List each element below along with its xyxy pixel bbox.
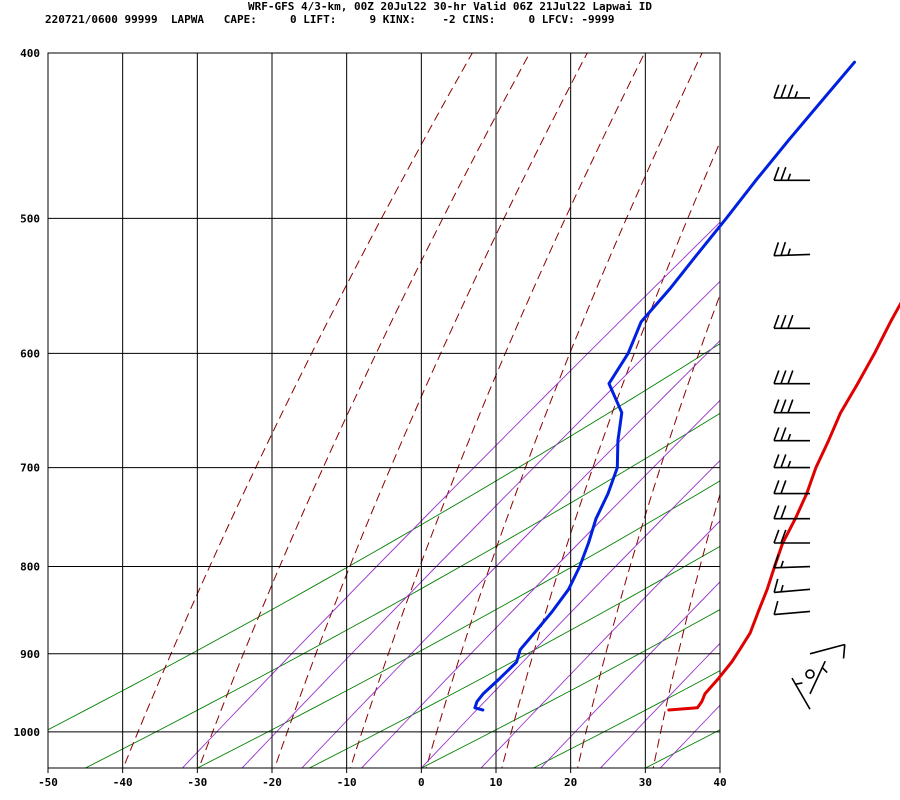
dry-adiabat xyxy=(274,53,588,768)
temp-tick-label: 30 xyxy=(639,776,652,789)
dry-adiabat xyxy=(501,140,720,768)
wind-barb xyxy=(773,370,810,385)
moist-adiabat xyxy=(361,399,720,768)
temp-tick-label: 40 xyxy=(713,776,726,789)
pressure-tick-label: 700 xyxy=(20,462,40,475)
plot-frame xyxy=(47,52,721,769)
temp-tick-label: 10 xyxy=(489,776,502,789)
wind-barb xyxy=(773,505,810,520)
wind-barb xyxy=(773,480,810,495)
temp-tick-label: -30 xyxy=(187,776,207,789)
pressure-tick-label: 800 xyxy=(20,561,40,574)
wind-barb xyxy=(773,529,810,544)
moist-adiabat xyxy=(659,704,720,768)
wind-barb xyxy=(773,600,811,616)
dry-adiabat xyxy=(577,293,720,768)
temp-tick-label: -50 xyxy=(38,776,58,789)
dry-adiabat xyxy=(349,53,646,768)
dry-adiabat xyxy=(723,0,900,800)
wind-barb xyxy=(773,578,811,594)
mixing-ratio-line xyxy=(196,480,720,768)
temp-tick-label: -20 xyxy=(262,776,282,789)
wind-barb xyxy=(773,166,810,182)
temperature-profile xyxy=(667,301,900,712)
moist-adiabat xyxy=(301,340,720,768)
dry-adiabat xyxy=(122,53,473,768)
mixing-ratio-line xyxy=(532,670,720,768)
moist-adiabat xyxy=(599,642,720,768)
temp-tick-label: -40 xyxy=(113,776,133,789)
wind-barb xyxy=(773,84,810,99)
wind-barb xyxy=(773,454,810,469)
dry-adiabat xyxy=(425,53,703,768)
wind-barb xyxy=(773,427,810,442)
wind-barb xyxy=(773,554,811,569)
dry-adiabat xyxy=(198,53,531,768)
wind-barb xyxy=(809,643,846,659)
moist-adiabat xyxy=(480,520,720,768)
dewpoint-profile xyxy=(473,60,856,712)
temp-tick-label: 20 xyxy=(564,776,577,789)
wind-barb xyxy=(791,677,811,710)
temp-tick-label: -10 xyxy=(337,776,357,789)
moist-adiabat xyxy=(420,459,720,768)
chart-title: WRF-GFS 4/3-km, 00Z 20Jul22 30-hr Valid … xyxy=(248,0,652,13)
wind-barb xyxy=(773,399,810,414)
moist-adiabat xyxy=(540,581,720,768)
pressure-tick-label: 400 xyxy=(20,47,40,60)
mixing-ratio-line xyxy=(308,545,720,768)
mixing-ratio-line xyxy=(84,412,720,768)
dry-adiabat xyxy=(652,492,720,768)
wind-barb xyxy=(773,314,810,330)
moist-adiabat xyxy=(241,280,720,768)
pressure-tick-label: 600 xyxy=(20,347,40,360)
moist-adiabat xyxy=(181,221,720,768)
pressure-tick-label: 900 xyxy=(20,648,40,661)
stability-indices: 220721/0600 99999 LAPWA CAPE: 0 LIFT: 9 … xyxy=(45,13,615,26)
temp-tick-label: 0 xyxy=(418,776,425,789)
pressure-tick-label: 500 xyxy=(20,212,40,225)
dry-adiabat xyxy=(877,0,900,800)
mixing-ratio-line xyxy=(420,609,720,768)
wind-barb xyxy=(805,669,815,679)
dry-adiabat xyxy=(800,0,900,800)
wind-barb xyxy=(773,241,811,257)
wind-barb xyxy=(809,660,828,695)
pressure-tick-label: 1000 xyxy=(14,726,41,739)
